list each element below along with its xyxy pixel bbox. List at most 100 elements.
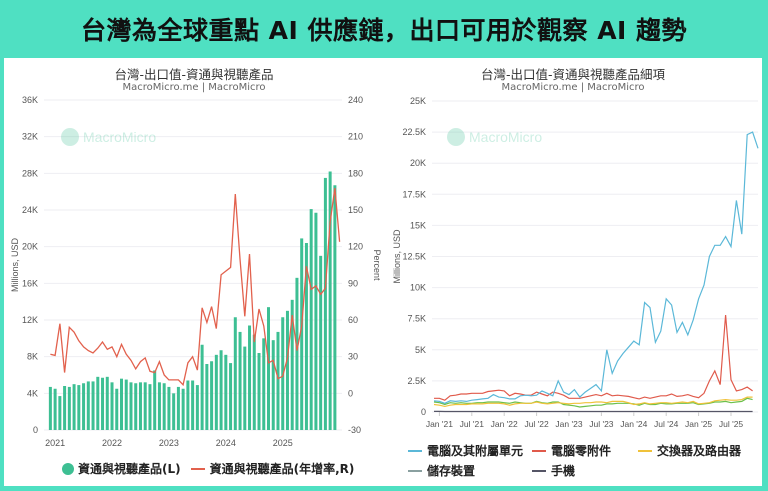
bar[interactable] <box>267 307 270 430</box>
bar[interactable] <box>176 386 180 430</box>
bar[interactable] <box>333 185 337 430</box>
bar[interactable] <box>101 377 105 430</box>
bar[interactable] <box>238 331 242 430</box>
y-tick-left: 20K <box>22 242 38 252</box>
y-tick-right: 0 <box>348 388 353 398</box>
bar[interactable] <box>115 388 119 430</box>
bar[interactable] <box>129 382 133 430</box>
bar[interactable] <box>314 212 318 430</box>
bar[interactable] <box>257 353 261 430</box>
x-tick: Jan '24 <box>620 419 647 429</box>
right-chart-subtitle: MacroMicro.me | MacroMicro <box>501 82 645 93</box>
bar[interactable] <box>157 382 161 430</box>
bar[interactable] <box>110 382 114 430</box>
legend-label: 電腦及其附屬單元 <box>427 444 524 458</box>
x-tick: Jan '22 <box>491 419 518 429</box>
bar[interactable] <box>96 376 100 430</box>
bar[interactable] <box>214 354 218 430</box>
bar[interactable] <box>210 361 214 430</box>
bar[interactable] <box>186 380 190 431</box>
bar[interactable] <box>229 363 233 430</box>
bar[interactable] <box>285 310 289 430</box>
x-tick: 2025 <box>273 438 293 448</box>
bar[interactable] <box>219 350 223 430</box>
y-tick: 0 <box>421 407 426 417</box>
y-tick: 22.5K <box>402 127 426 137</box>
bar[interactable] <box>63 386 67 430</box>
bar[interactable] <box>91 381 95 430</box>
bar[interactable] <box>205 364 209 430</box>
bar[interactable] <box>309 209 313 430</box>
series-line[interactable] <box>433 396 753 408</box>
bar[interactable] <box>271 340 275 430</box>
yoy-line[interactable] <box>50 187 341 387</box>
bar[interactable] <box>82 383 86 430</box>
left-chart-subtitle: MacroMicro.me | MacroMicro <box>122 82 266 93</box>
y-tick-right: 210 <box>348 132 363 142</box>
right-legend-item-phones[interactable]: 手機 <box>532 462 575 479</box>
bar[interactable] <box>67 386 71 430</box>
bar[interactable] <box>138 382 142 430</box>
y-tick: 5K <box>415 345 426 355</box>
watermark-logo: MacroMicro <box>447 128 542 146</box>
bar[interactable] <box>224 354 228 430</box>
legend-line-icon <box>638 449 652 452</box>
bar[interactable] <box>120 378 123 430</box>
bar[interactable] <box>72 384 76 430</box>
bar[interactable] <box>48 386 52 430</box>
series-line[interactable] <box>434 314 753 401</box>
bar[interactable] <box>248 325 252 431</box>
bar[interactable] <box>290 299 294 430</box>
bar[interactable] <box>323 177 327 430</box>
y-tick: 2.5K <box>407 376 426 386</box>
bar[interactable] <box>243 346 247 430</box>
bar[interactable] <box>53 388 57 430</box>
y-axis-label-left: Millions, USD <box>10 237 20 292</box>
bar[interactable] <box>200 344 204 430</box>
x-tick: 2024 <box>216 438 236 448</box>
bar[interactable] <box>304 243 308 430</box>
bar[interactable] <box>172 393 176 430</box>
bar[interactable] <box>58 396 62 430</box>
bar[interactable] <box>295 277 299 430</box>
y-tick: 10K <box>410 283 426 293</box>
right-chart-plot: 25K 22.5K 20K 17.5K 15K 12.5K 10K 7.5K 5K 2.5K 0 Mi… <box>392 96 759 429</box>
right-legend-item-switches[interactable]: 交換器及路由器 <box>638 442 741 459</box>
bar[interactable] <box>276 331 280 430</box>
legend-line-icon <box>190 467 205 470</box>
bar[interactable] <box>105 376 109 430</box>
bar[interactable] <box>233 317 237 430</box>
right-legend-item-storage[interactable]: 儲存裝置 <box>408 462 475 479</box>
bar[interactable] <box>195 385 199 430</box>
legend-item-bars[interactable]: 資通與視聽產品(L) <box>78 462 181 476</box>
charts-panel: 台灣-出口值-資通與視聽產品 MacroMicro.me | MacroMicr… <box>4 58 762 486</box>
bar[interactable] <box>134 383 138 430</box>
bar[interactable] <box>328 171 332 431</box>
bar[interactable] <box>77 385 81 430</box>
bar[interactable] <box>262 338 266 430</box>
bar[interactable] <box>143 382 147 430</box>
series-line[interactable] <box>433 131 759 404</box>
bar[interactable] <box>167 386 171 430</box>
bar[interactable] <box>181 388 185 430</box>
legend-item-yoy[interactable]: 資通與視聽產品(年增率,R) <box>209 462 355 476</box>
bar[interactable] <box>124 379 128 430</box>
y-tick: 20K <box>410 158 426 168</box>
legend-label: 交換器及路由器 <box>657 444 742 458</box>
legend-label: 電腦零附件 <box>551 444 612 458</box>
x-tick: Jul '22 <box>524 419 549 429</box>
bar[interactable] <box>252 334 256 430</box>
bar[interactable] <box>319 255 323 430</box>
right-legend-item-parts[interactable]: 電腦零附件 <box>532 442 611 459</box>
bar[interactable] <box>148 384 152 430</box>
bar[interactable] <box>191 380 195 431</box>
bar[interactable] <box>86 381 90 430</box>
right-chart-title: 台灣-出口值-資通與視聽產品細項 <box>480 67 666 82</box>
y-tick-left: 24K <box>22 205 38 215</box>
bar[interactable] <box>162 383 166 430</box>
y-tick-right: 30 <box>348 352 358 362</box>
bar[interactable] <box>300 238 304 430</box>
right-legend-item-computers[interactable]: 電腦及其附屬單元 <box>408 442 523 459</box>
watermark-logo: MacroMicro <box>61 128 156 146</box>
bar[interactable] <box>153 370 157 430</box>
